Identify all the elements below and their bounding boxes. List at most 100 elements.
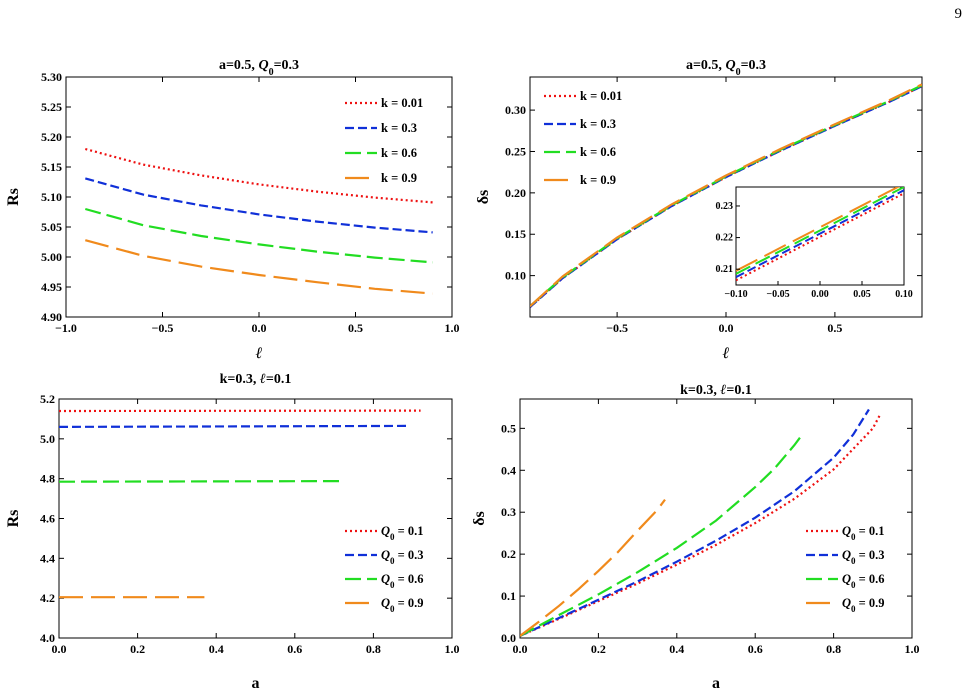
series-line-3 [85, 239, 433, 295]
legend-label-3: Q0 = 0.9 [381, 596, 424, 614]
y-tick-label: 0.15 [505, 227, 526, 241]
x-tick-label: 0.2 [591, 642, 606, 656]
inset-x-tick-label: 0.05 [853, 289, 871, 300]
chart-tl: a=0.5, Q0=0.3 −1.0 −0.5 0.0 0.5 1.0 4.90 4.95 5.… [5, 58, 460, 362]
legend-label-part: 0 [390, 556, 395, 566]
x-tick-label: 0.0 [719, 321, 734, 335]
legend-label-part: Q [842, 548, 851, 562]
series-line-3 [520, 498, 666, 637]
y-tick-label: 0.5 [501, 421, 516, 435]
chart-title: a=0.5, Q0=0.3 [219, 58, 299, 78]
inset-x-tick-label: −0.10 [724, 289, 747, 300]
inset-x-tick-label: −0.05 [766, 289, 789, 300]
inset-y-tick-label: 0.21 [716, 264, 734, 275]
legend-label-part: 0 [851, 580, 856, 590]
chart-title-part-2: 0 [269, 67, 274, 78]
y-tick-label: 0.2 [501, 547, 516, 561]
chart-br: k=0.3, ℓ=0.1 0.0 0.2 0.4 0.6 0.8 1.0 0.0 0.1 0.2 0… [471, 383, 920, 692]
x-tick-label: 0.5 [827, 321, 842, 335]
y-tick-label: 0.0 [501, 631, 516, 645]
y-tick-label: 0.30 [505, 103, 526, 117]
chart-title-part-0: a=0.5, [219, 58, 258, 73]
x-tick-label: 1.0 [445, 321, 460, 335]
chart-bl: k=0.3, ℓ=0.1 0.0 0.2 0.4 0.6 0.8 1.0 4.0 4.2 4.4 4… [5, 372, 460, 692]
y-tick-label: 5.05 [41, 220, 62, 234]
legend-label-part: = 0.6 [856, 572, 885, 586]
x-tick-label: 1.0 [905, 642, 920, 656]
x-tick-label: 0.2 [130, 642, 145, 656]
legend-label-part: 0 [851, 604, 856, 614]
chart-title: k=0.3, ℓ=0.1 [680, 383, 752, 398]
x-tick-label: 0.5 [348, 321, 363, 335]
series-line-1 [59, 424, 409, 428]
legend-label-1: Q0 = 0.3 [842, 548, 885, 566]
x-tick-label: 0.6 [287, 642, 302, 656]
legend-label-part: = 0.1 [395, 524, 424, 538]
y-tick-label: 4.4 [40, 551, 55, 565]
legend-label-1: k = 0.3 [381, 121, 417, 135]
chart-title-part-3: =0.1 [266, 372, 291, 387]
chart-tr: a=0.5, Q0=0.3 −0.5 0.0 0.5 0.10 0.15 0.20 0.25 0… [475, 58, 923, 362]
y-axis-label: δs [471, 511, 488, 526]
y-tick-label: 5.2 [40, 392, 55, 406]
y-tick-label: 0.4 [501, 463, 516, 477]
inset-x-tick-label: 0.10 [895, 289, 913, 300]
inset-y-tick-label: 0.23 [716, 201, 734, 212]
y-tick-label: 0.3 [501, 505, 516, 519]
legend-label-part: 0 [851, 556, 856, 566]
x-tick-label: 0.0 [513, 642, 528, 656]
x-axis-label: ℓ [255, 345, 263, 362]
legend-label-part: = 0.9 [395, 596, 424, 610]
legend-label-3: k = 0.9 [381, 171, 417, 185]
x-tick-label: −1.0 [55, 321, 77, 335]
inset-series-line-0 [736, 192, 904, 282]
y-tick-label: 5.00 [41, 250, 62, 264]
legend-label-part: Q [381, 524, 390, 538]
chart-title-part-1: ℓ [260, 372, 266, 387]
chart-title-part-0: a=0.5, [686, 58, 725, 73]
legend-label-part: 0 [390, 532, 395, 542]
chart-title-part-0: k=0.3, [220, 372, 260, 387]
y-axis-label: δs [475, 190, 492, 205]
legend-label-3: Q0 = 0.9 [842, 596, 885, 614]
series-line-3 [530, 83, 922, 308]
y-tick-label: 5.30 [41, 70, 62, 84]
series-line-2 [59, 480, 343, 483]
legend-label-2: k = 0.6 [580, 145, 616, 159]
plot-frame [519, 398, 913, 639]
chart-title-part-3: =0.3 [741, 58, 766, 73]
x-tick-label: 0.8 [366, 642, 381, 656]
legend-label-0: Q0 = 0.1 [381, 524, 424, 542]
legend-label-part: = 0.3 [856, 548, 885, 562]
y-tick-label: 4.8 [40, 472, 55, 486]
inset-frame [735, 186, 905, 286]
x-tick-label: 0.0 [252, 321, 267, 335]
legend-label-part: Q [381, 548, 390, 562]
inset-chart: −0.10 −0.05 0.00 0.05 0.10 0.21 0.22 0.23 [716, 186, 913, 300]
chart-title-part-3: =0.3 [274, 58, 299, 73]
x-axis-label: a [252, 675, 260, 692]
series-line-2 [520, 433, 804, 637]
legend-label-1: Q0 = 0.3 [381, 548, 424, 566]
legend-label-part: 0 [851, 532, 856, 542]
chart-title: k=0.3, ℓ=0.1 [220, 372, 292, 387]
x-axis-label: a [712, 675, 720, 692]
legend-label-2: Q0 = 0.6 [381, 572, 424, 590]
legend-label-1: k = 0.3 [580, 117, 616, 131]
y-tick-label: 4.90 [41, 310, 62, 324]
inset-series-line-2 [736, 187, 904, 275]
y-tick-label: 4.6 [40, 512, 55, 526]
x-tick-label: 1.0 [445, 642, 460, 656]
chart-title-part-1: ℓ [720, 383, 726, 398]
legend-label-2: Q0 = 0.6 [842, 572, 885, 590]
chart-title-part-0: k=0.3, [680, 383, 720, 398]
y-tick-label: 0.10 [505, 269, 526, 283]
legend-label-0: k = 0.01 [381, 96, 423, 110]
y-tick-label: 0.1 [501, 589, 516, 603]
y-axis-label: Rs [5, 510, 22, 528]
legend-label-part: = 0.6 [395, 572, 424, 586]
legend-label-part: 0 [390, 604, 395, 614]
x-axis-label: ℓ [722, 345, 730, 362]
y-axis-label: Rs [5, 188, 22, 206]
